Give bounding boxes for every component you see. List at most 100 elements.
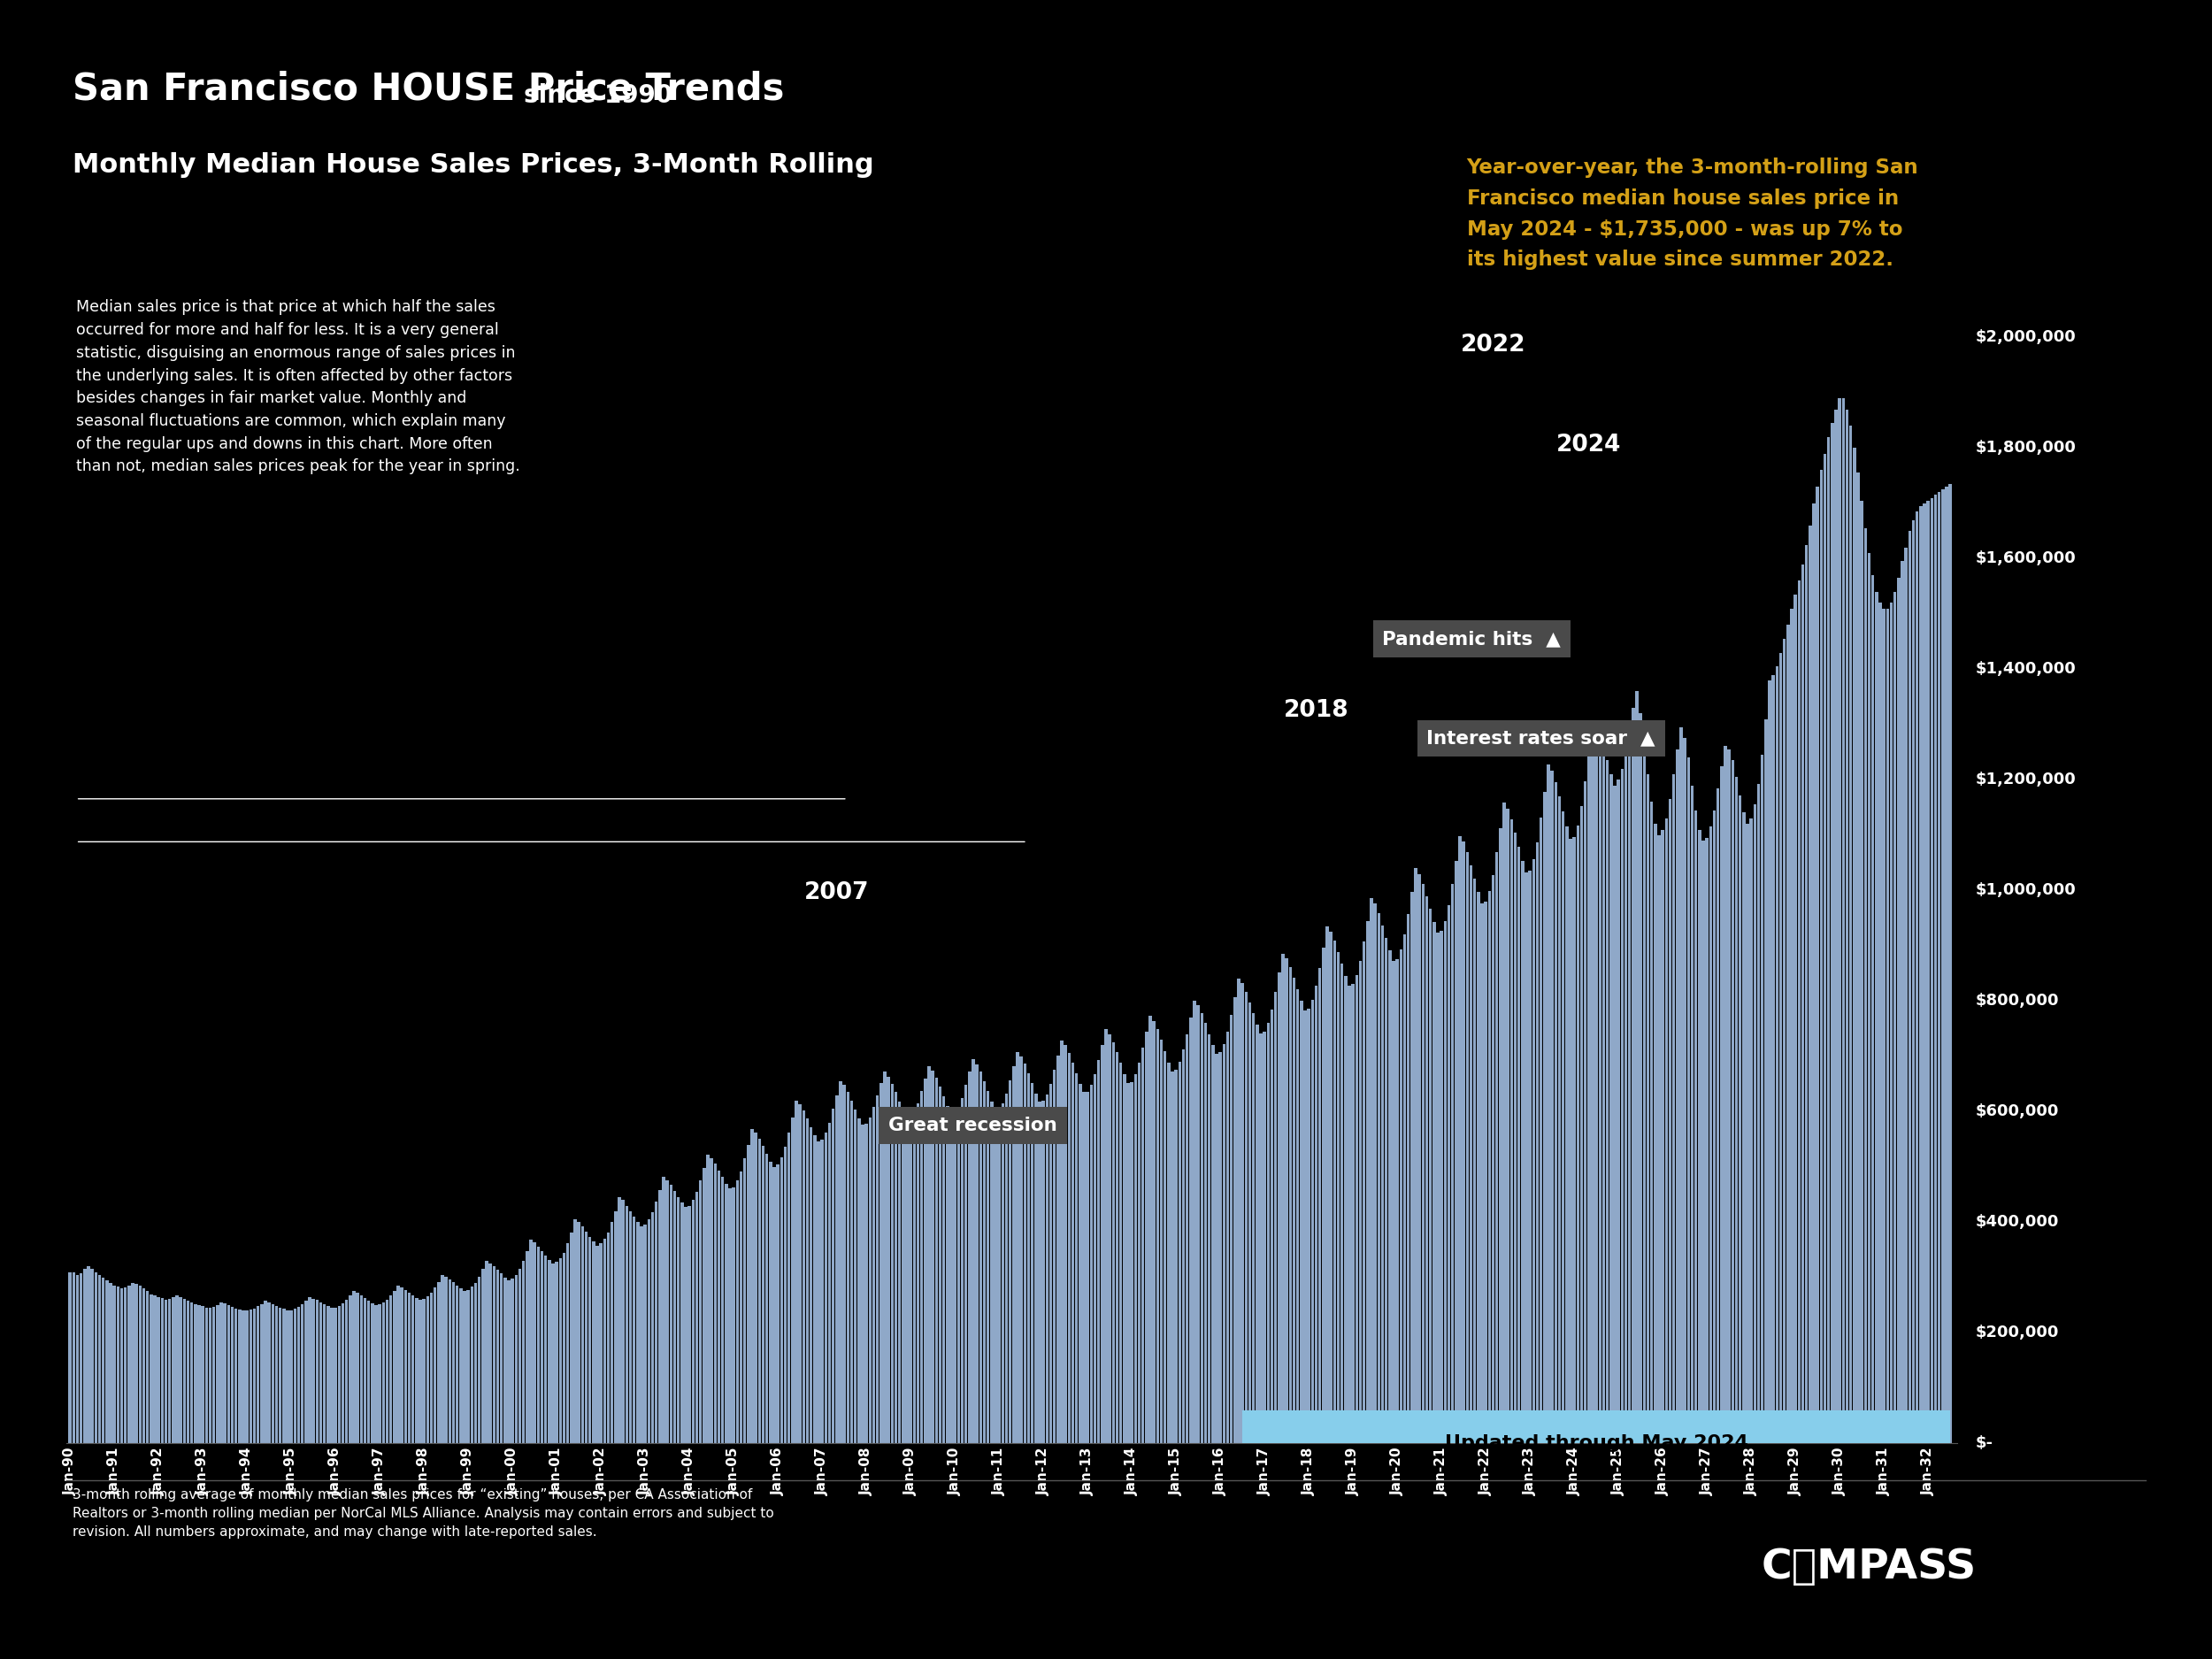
Bar [473, 1282, 478, 1443]
Text: 2018: 2018 [1283, 698, 1349, 722]
Bar [1181, 1050, 1186, 1443]
Bar [1732, 760, 1734, 1443]
Bar [1679, 727, 1683, 1443]
Bar [1801, 564, 1805, 1443]
Bar [1411, 893, 1413, 1443]
Bar [1356, 975, 1358, 1443]
Bar [1666, 818, 1668, 1443]
Bar [305, 1301, 307, 1443]
Bar [949, 1113, 953, 1443]
Bar [1867, 552, 1871, 1443]
Bar [482, 1269, 484, 1443]
Bar [1318, 967, 1321, 1443]
Bar [389, 1296, 392, 1443]
Bar [279, 1307, 281, 1443]
Bar [732, 1188, 734, 1443]
Bar [1057, 1055, 1060, 1443]
Bar [352, 1291, 356, 1443]
Bar [1590, 725, 1595, 1443]
Text: $2,000,000: $2,000,000 [1975, 330, 2075, 345]
Bar [1402, 934, 1407, 1443]
Bar [710, 1158, 712, 1443]
Bar [119, 1289, 124, 1443]
Bar [666, 1180, 668, 1443]
Bar [1086, 1092, 1088, 1443]
Bar [810, 1126, 812, 1443]
Bar [1588, 753, 1590, 1443]
Bar [1860, 501, 1863, 1443]
Bar [1102, 1045, 1104, 1443]
Bar [781, 1158, 783, 1443]
Bar [1307, 1009, 1310, 1443]
Bar [684, 1208, 688, 1443]
Bar [484, 1261, 489, 1443]
Bar [1683, 738, 1686, 1443]
Bar [1916, 511, 1918, 1443]
Bar [728, 1188, 732, 1443]
Bar [905, 1118, 909, 1443]
Bar [86, 1266, 91, 1443]
Bar [1484, 901, 1486, 1443]
Bar [772, 1166, 776, 1443]
Bar [1922, 503, 1927, 1443]
Text: $400,000: $400,000 [1975, 1214, 2059, 1229]
Bar [1613, 785, 1617, 1443]
Bar [1046, 1095, 1048, 1443]
Bar [1710, 826, 1712, 1443]
Bar [338, 1306, 341, 1443]
Bar [759, 1138, 761, 1443]
Bar [953, 1113, 956, 1443]
Bar [1513, 833, 1517, 1443]
Bar [633, 1216, 635, 1443]
Bar [223, 1304, 226, 1443]
Bar [142, 1289, 146, 1443]
Bar [872, 1107, 876, 1443]
Bar [1712, 810, 1717, 1443]
Bar [1378, 912, 1380, 1443]
Bar [987, 1092, 989, 1443]
Bar [1002, 1103, 1004, 1443]
Bar [1743, 811, 1745, 1443]
Bar [1237, 979, 1241, 1443]
Bar [460, 1289, 462, 1443]
Bar [1949, 484, 1951, 1443]
Bar [639, 1226, 644, 1443]
Bar [529, 1239, 533, 1443]
Bar [1657, 834, 1661, 1443]
Bar [825, 1133, 827, 1443]
Bar [208, 1307, 212, 1443]
Bar [827, 1123, 832, 1443]
Bar [743, 1158, 745, 1443]
Bar [252, 1309, 257, 1443]
Bar [201, 1306, 204, 1443]
Bar [1296, 989, 1298, 1443]
Bar [175, 1296, 179, 1443]
Bar [367, 1301, 369, 1443]
Bar [887, 1077, 889, 1443]
Bar [327, 1306, 330, 1443]
Bar [726, 1183, 728, 1443]
Bar [301, 1304, 303, 1443]
Bar [650, 1213, 655, 1443]
Bar [396, 1286, 400, 1443]
Bar [969, 1072, 971, 1443]
Bar [1433, 922, 1436, 1443]
Bar [1701, 841, 1705, 1443]
Bar [1699, 830, 1701, 1443]
Bar [1396, 959, 1398, 1443]
Bar [1646, 775, 1650, 1443]
Bar [422, 1299, 425, 1443]
Bar [1137, 1062, 1141, 1443]
Bar [1314, 985, 1318, 1443]
Bar [615, 1211, 617, 1443]
Bar [1882, 609, 1885, 1443]
Bar [294, 1309, 296, 1443]
Bar [1241, 984, 1243, 1443]
Bar [894, 1092, 898, 1443]
Bar [411, 1296, 414, 1443]
Bar [566, 1243, 568, 1443]
Bar [1827, 436, 1829, 1443]
Bar [1577, 825, 1579, 1443]
Bar [113, 1286, 115, 1443]
Bar [626, 1206, 628, 1443]
